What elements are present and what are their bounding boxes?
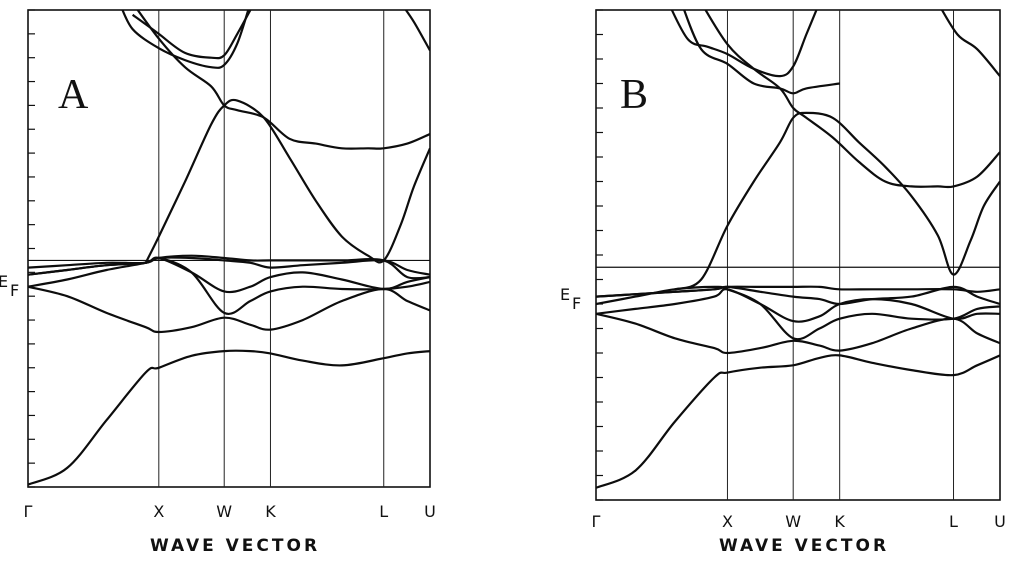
band-line-4 (596, 288, 1000, 323)
panel-label: B (620, 72, 648, 118)
x-tick-label: K (834, 512, 845, 531)
band-line-7 (674, 111, 1000, 291)
band-line-8 (136, 10, 430, 150)
bands (28, 10, 430, 486)
x-tick-label: L (949, 512, 958, 531)
bands (596, 10, 1000, 489)
x-tick-label: L (379, 502, 388, 521)
band-line-10 (683, 10, 840, 95)
band-line-6 (28, 254, 430, 280)
band-line-11 (404, 10, 430, 52)
band-line-4 (28, 256, 430, 294)
chart-panel-a: A E F Γ X W K L U WAVE VECTOR (0, 9, 436, 556)
x-tick-label: X (722, 512, 733, 531)
panel-label: A (58, 72, 89, 118)
x-tick-label: W (216, 502, 232, 521)
x-tick-label: X (153, 502, 164, 521)
band-line-11 (940, 10, 1000, 77)
chart-panel-b: B E F Γ X W K L U WAVE VECTOR (560, 9, 1006, 556)
band-line-1 (28, 349, 430, 486)
x-tick-label: U (994, 512, 1006, 531)
x-tick-label: K (265, 502, 276, 521)
x-tick-label: U (424, 502, 436, 521)
band-line-9 (121, 10, 250, 69)
x-tick-label: Γ (24, 502, 33, 521)
plot-frame (595, 9, 1001, 501)
band-line-7 (144, 98, 430, 264)
x-axis-label: WAVE VECTOR (719, 536, 889, 556)
x-axis-label: WAVE VECTOR (150, 536, 320, 556)
band-line-1 (596, 354, 1000, 489)
x-tick-label: Γ (592, 512, 601, 531)
fermi-label-subscript: F (572, 294, 581, 313)
band-line-2 (28, 285, 430, 334)
x-tick-label: W (785, 512, 801, 531)
fermi-label: E (560, 285, 570, 304)
fermi-label: E (0, 272, 8, 291)
band-line-10 (131, 10, 252, 60)
band-line-6 (596, 285, 1000, 298)
band-line-9 (670, 10, 818, 78)
fermi-label-subscript: F (10, 281, 19, 300)
